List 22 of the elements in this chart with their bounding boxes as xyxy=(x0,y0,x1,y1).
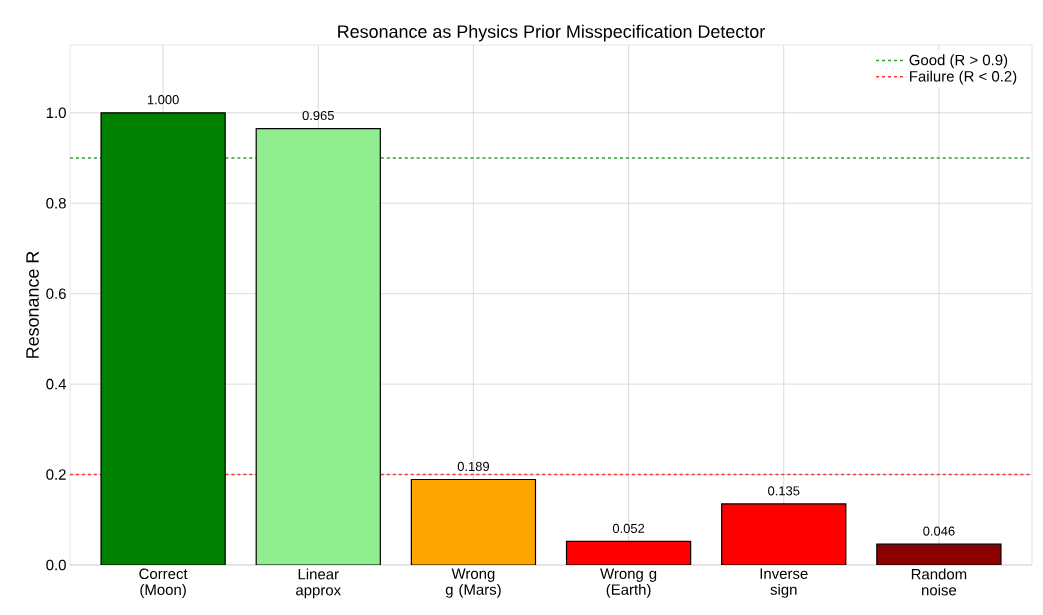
y-axis-title: Resonance R xyxy=(26,251,39,358)
legend-label: Failure (R < 0.2) xyxy=(910,70,1017,85)
x-tick-label: Linear approx xyxy=(296,568,341,599)
y-tick-label: 0.4 xyxy=(46,378,67,390)
x-tick-label: Random noise xyxy=(911,568,967,596)
data-label: 0.135 xyxy=(768,486,800,496)
y-tick-label: 0.0 xyxy=(46,559,66,571)
data-label: 1.000 xyxy=(147,95,179,105)
y-tick-label: 0.2 xyxy=(46,469,66,480)
x-tick-label: Correct (Moon) xyxy=(139,568,188,598)
legend-label: Good (R > 0.9) xyxy=(909,54,1008,69)
data-label: 0.052 xyxy=(612,523,645,533)
data-label: 0.189 xyxy=(457,461,490,471)
y-tick-label: 0.6 xyxy=(46,288,66,299)
x-tick-label: Wrong g (Mars) xyxy=(445,568,501,598)
data-label: 0.965 xyxy=(302,110,334,121)
data-label: 0.046 xyxy=(923,526,955,536)
y-tick-label: 1.0 xyxy=(46,107,66,119)
y-tick-label: 0.8 xyxy=(46,197,66,209)
x-tick-label: Wrong g (Earth) xyxy=(600,568,657,598)
chart-title: Resonance as Physics Prior Misspecification Detector xyxy=(338,24,765,42)
x-tick-label: Inverse sign xyxy=(760,568,808,598)
